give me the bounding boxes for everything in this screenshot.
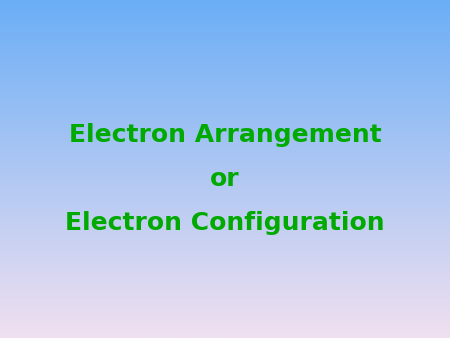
Text: or: or — [210, 167, 240, 191]
Text: Electron Arrangement: Electron Arrangement — [68, 123, 382, 147]
Text: Electron Configuration: Electron Configuration — [65, 211, 385, 235]
